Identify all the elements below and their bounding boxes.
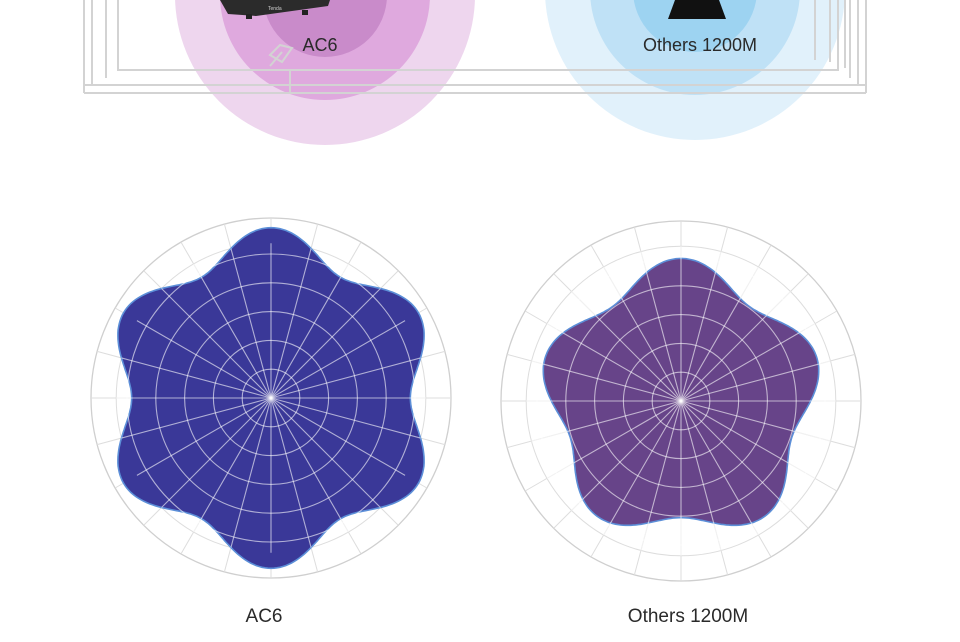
router-brand-label: Tenda bbox=[268, 6, 282, 12]
polar-spoke bbox=[531, 360, 682, 402]
polar-spoke bbox=[136, 397, 272, 476]
polar-spoke bbox=[680, 400, 722, 551]
polar-spoke bbox=[230, 397, 272, 548]
polar-spoke bbox=[680, 360, 831, 402]
ac6-router-icon: Tenda bbox=[220, 0, 330, 19]
others-scene-label: Others 1200M bbox=[642, 35, 758, 55]
polar-spoke bbox=[603, 266, 682, 402]
polar-chart-others bbox=[500, 220, 862, 582]
ac6-coverage-rings bbox=[175, 0, 475, 145]
polar-spoke bbox=[121, 357, 272, 399]
polar-spoke bbox=[680, 400, 791, 511]
polar-spoke bbox=[136, 320, 272, 399]
polar-spoke bbox=[270, 357, 421, 399]
polar-spoke bbox=[680, 291, 791, 402]
polar-spoke bbox=[680, 323, 816, 402]
polar-spoke bbox=[680, 400, 831, 442]
polar-spoke bbox=[546, 323, 682, 402]
polar-spoke bbox=[193, 263, 272, 399]
polar-spoke bbox=[270, 397, 406, 476]
others-ring-inner bbox=[633, 0, 757, 52]
polar-spoke bbox=[571, 400, 682, 511]
polar-spoke bbox=[161, 397, 272, 508]
polar-spoke bbox=[546, 400, 682, 479]
polar-spoke bbox=[270, 397, 381, 508]
polar-spoke bbox=[270, 288, 381, 399]
polar-spoke bbox=[121, 397, 272, 439]
polar-spoke bbox=[270, 397, 421, 439]
polar-spoke bbox=[680, 251, 722, 402]
ac6-scene-label: AC6 bbox=[302, 35, 338, 55]
polar-spoke bbox=[270, 397, 349, 533]
polar-spoke bbox=[680, 400, 816, 479]
polar-spoke bbox=[270, 397, 312, 548]
polar-spoke bbox=[640, 251, 682, 402]
polar-spoke bbox=[640, 400, 682, 551]
polar-spoke bbox=[680, 266, 759, 402]
polar-spoke bbox=[161, 288, 272, 399]
ac6-chart-caption: AC6 bbox=[245, 606, 283, 627]
others-router-icon bbox=[668, 0, 726, 19]
others-chart-caption: Others 1200M bbox=[627, 606, 749, 627]
polar-spoke bbox=[270, 248, 312, 399]
polar-spoke bbox=[571, 291, 682, 402]
coverage-scene: Tenda bbox=[83, 0, 867, 145]
polar-spoke bbox=[270, 263, 349, 399]
polar-spoke bbox=[193, 397, 272, 533]
polar-spoke bbox=[680, 400, 759, 536]
polar-spoke bbox=[270, 320, 406, 399]
ac6-ring-inner bbox=[263, 0, 387, 57]
room-outline bbox=[83, 0, 867, 94]
polar-spoke bbox=[531, 400, 682, 442]
polar-chart-ac6 bbox=[90, 217, 452, 579]
polar-spoke bbox=[230, 248, 272, 399]
polar-spoke bbox=[603, 400, 682, 536]
